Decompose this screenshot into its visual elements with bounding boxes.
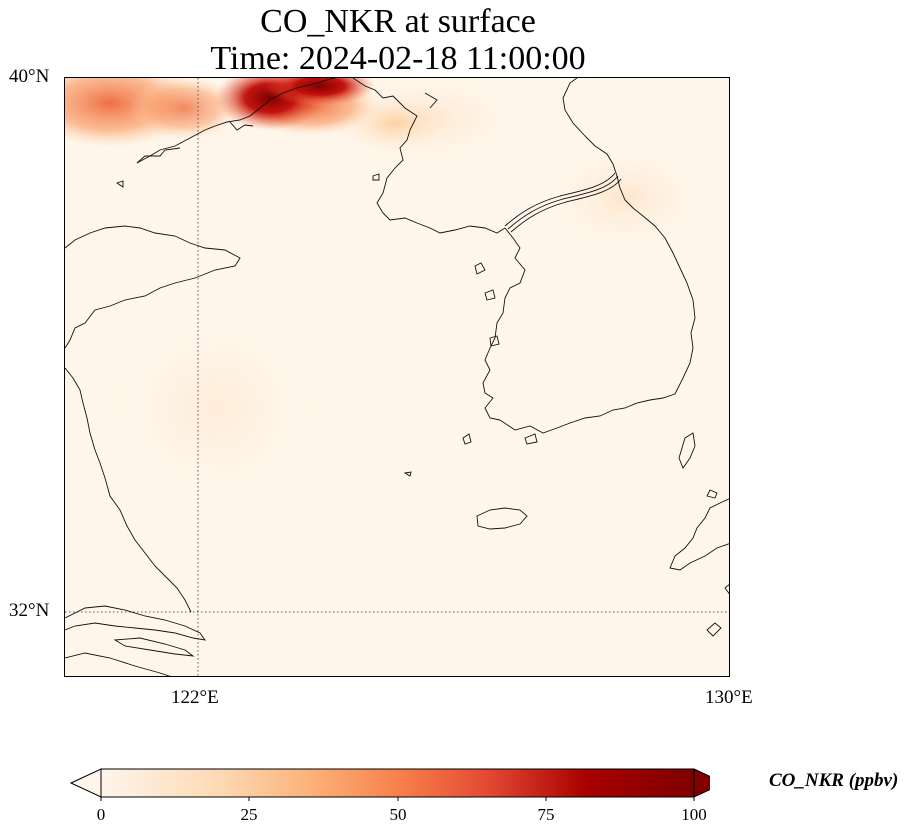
colorbar-tick-0: 0 <box>96 805 106 824</box>
colorbar-tick-marks <box>100 797 695 801</box>
colorbar-max-extension <box>693 768 710 798</box>
map-svg <box>65 78 729 676</box>
colorbar-gradient <box>101 769 694 797</box>
colorbar-tick-25: 25 <box>240 805 258 824</box>
coastlines <box>65 78 729 676</box>
colorbar-tick-100: 100 <box>681 805 707 824</box>
lon-tick-122e: 122°E <box>171 687 219 708</box>
colorbar-tick-75: 75 <box>537 805 555 824</box>
map-panel <box>64 77 730 677</box>
concentration-field <box>65 78 729 676</box>
map-title: CO_NKR at surface <box>260 3 536 40</box>
colorbar <box>70 768 710 801</box>
colorbar-min-extension <box>70 768 102 798</box>
lon-tick-130e: 130°E <box>705 687 753 708</box>
lat-tick-32n: 32°N <box>9 600 50 621</box>
map-subtitle-time: Time: 2024-02-18 11:00:00 <box>210 40 586 77</box>
colorbar-label: CO_NKR (ppbv) <box>769 770 899 791</box>
lat-tick-40n: 40°N <box>9 66 50 87</box>
gridlines <box>65 78 729 676</box>
colorbar-tick-50: 50 <box>389 805 407 824</box>
